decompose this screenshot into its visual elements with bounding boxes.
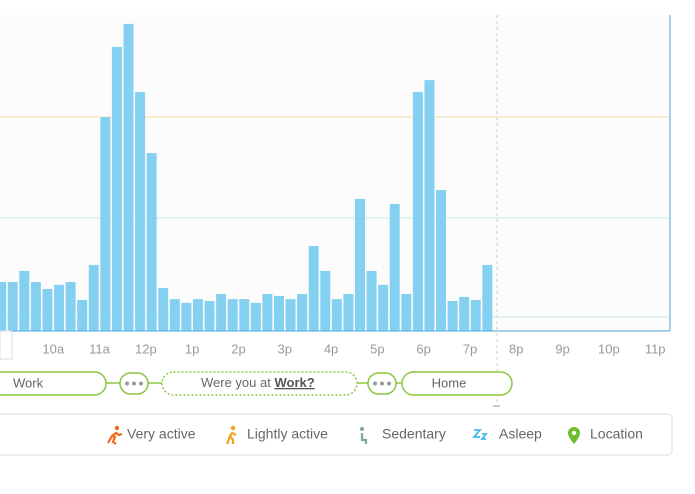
legend-label: Location (590, 426, 643, 442)
legend-icons (107, 425, 580, 445)
dot (125, 381, 129, 386)
x-tick-label: 12p (135, 341, 157, 356)
icon-very-active (107, 431, 123, 445)
timeline-end: Home (432, 375, 467, 390)
bar (262, 294, 273, 331)
bar (436, 190, 447, 331)
x-tick-label: 10p (598, 341, 620, 356)
bar (297, 294, 308, 331)
x-tick-label: 6p (416, 341, 430, 356)
icon-lightly-active (225, 431, 237, 445)
timeline-start: Work (13, 375, 44, 390)
x-tick-label: 9p (555, 341, 569, 356)
bar (192, 299, 203, 331)
bar (111, 46, 122, 331)
dot (373, 381, 377, 386)
tooltip-edge (0, 330, 13, 360)
legend-label: Lightly active (247, 426, 328, 442)
bar (378, 284, 389, 331)
x-tick-label: 4p (324, 341, 338, 356)
bar (158, 288, 169, 331)
bar (447, 300, 458, 331)
location-pill[interactable] (0, 371, 107, 396)
legend-label: Very active (127, 426, 196, 442)
question-pill[interactable] (161, 371, 358, 396)
bar (65, 282, 76, 331)
bar (169, 299, 180, 331)
bar (19, 270, 30, 331)
x-tick-label: 3p (278, 341, 292, 356)
bar (135, 92, 146, 331)
bar (482, 264, 493, 331)
legend-label: Asleep (499, 426, 542, 442)
bar (204, 300, 215, 331)
bar (216, 294, 227, 331)
icon-asleep (472, 429, 488, 440)
bar (459, 296, 470, 331)
timeline-question: Were you at Work? (201, 375, 315, 390)
x-tick-label: 8p (509, 341, 523, 356)
bar (123, 23, 134, 332)
x-tick-label: 11a (89, 341, 110, 356)
question-link[interactable]: Work? (274, 375, 314, 390)
bar (308, 245, 319, 331)
x-tick-label: 7p (463, 341, 477, 356)
bar (424, 80, 435, 331)
bar (401, 294, 412, 331)
bar (54, 284, 65, 331)
icon-location (571, 430, 577, 436)
legend-label: Sedentary (382, 426, 446, 442)
x-tick-label: 10a (42, 341, 64, 356)
x-tick-label: 5p (370, 341, 384, 356)
dot (380, 381, 384, 386)
dot (139, 381, 143, 386)
bar (100, 117, 111, 332)
icon-sedentary (360, 427, 364, 431)
bar (88, 264, 99, 331)
bar (331, 299, 342, 331)
icon-very-active (114, 425, 120, 431)
bar (239, 299, 250, 331)
bar (250, 302, 261, 331)
legend-box (0, 413, 673, 456)
bar (412, 92, 423, 331)
bar (285, 299, 296, 331)
x-tick-label: 2p (231, 341, 245, 356)
bar (77, 300, 88, 331)
icon-location (568, 427, 580, 444)
icon-lightly-active (230, 425, 236, 431)
x-tick-label: 11p (645, 341, 666, 356)
bar (181, 302, 192, 331)
bar (470, 300, 481, 331)
bar (7, 282, 18, 331)
bar (366, 270, 377, 331)
bar (355, 198, 365, 331)
dot (132, 381, 136, 386)
bar (42, 288, 53, 331)
location-pill[interactable] (401, 371, 513, 396)
bar (389, 203, 400, 331)
x-tick-label: 1p (185, 341, 199, 356)
bar (30, 282, 41, 331)
bar (343, 294, 354, 331)
icon-sedentary (360, 433, 368, 444)
bar (273, 295, 284, 331)
bar (146, 153, 157, 331)
plot-area (0, 15, 670, 331)
question-text: Were you at (201, 375, 271, 390)
bar (0, 282, 7, 331)
dot (387, 381, 391, 386)
bar (320, 270, 331, 331)
bar (227, 299, 238, 331)
